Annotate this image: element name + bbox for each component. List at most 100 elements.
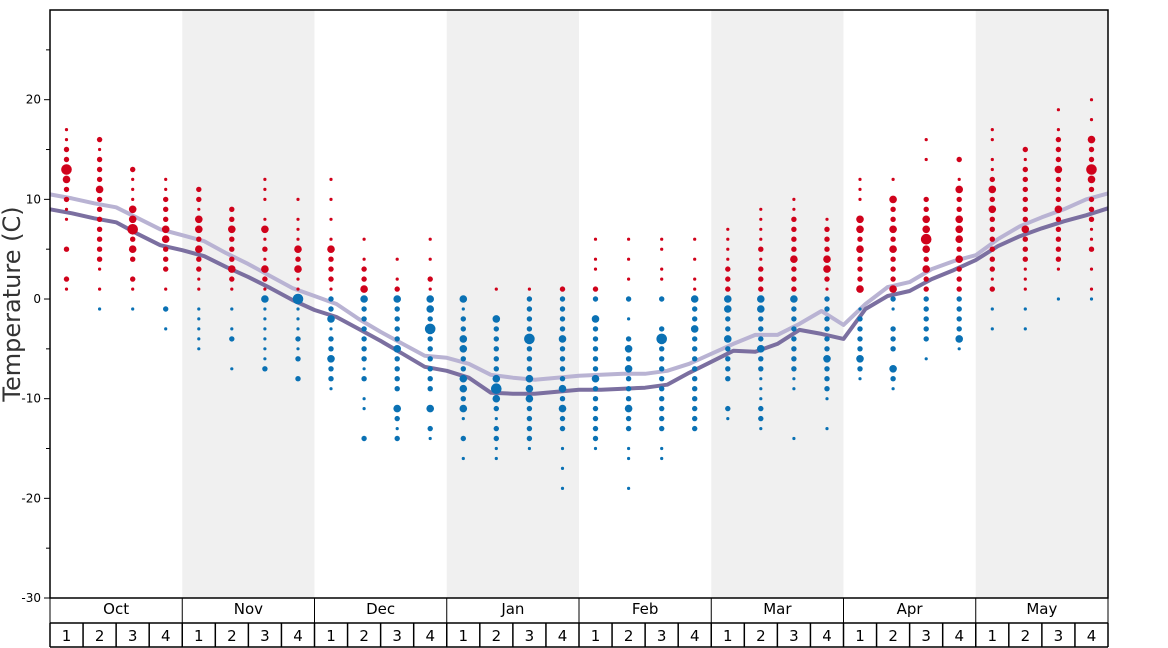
temperature-dot — [791, 236, 797, 242]
temperature-dot — [988, 185, 997, 194]
temperature-dot — [130, 166, 136, 173]
temperature-dot — [955, 335, 963, 343]
temperature-dot — [955, 255, 963, 263]
temperature-dot — [592, 296, 599, 302]
temperature-dot — [460, 396, 466, 402]
temperature-dot — [890, 296, 896, 302]
temperature-dot — [990, 327, 994, 331]
temperature-dot — [163, 206, 169, 212]
temperature-dot — [824, 246, 830, 252]
temperature-dot — [625, 386, 632, 392]
week-label: 2 — [95, 627, 105, 645]
temperature-dot — [825, 287, 829, 291]
month-label: Dec — [366, 600, 395, 618]
y-axis: -30 -20 -10 0 10 20 — [21, 49, 50, 605]
temperature-dot — [526, 405, 533, 412]
temperature-dot — [726, 247, 730, 251]
temperature-dot — [394, 306, 400, 312]
temperature-dot — [361, 346, 367, 352]
week-label: 4 — [1087, 627, 1097, 645]
temperature-dot — [891, 307, 895, 311]
temperature-dot — [394, 316, 400, 322]
temperature-dot — [395, 277, 399, 281]
temperature-dot — [692, 425, 698, 432]
temperature-dot — [558, 384, 567, 393]
temperature-dot — [329, 177, 333, 181]
temperature-dot — [890, 266, 896, 272]
temperature-dot — [494, 417, 498, 421]
temperature-dot — [230, 287, 234, 291]
temperature-dot — [1022, 206, 1028, 212]
temperature-dot — [824, 376, 830, 382]
temperature-dot — [989, 236, 995, 242]
temperature-dot — [329, 197, 333, 201]
temperature-dot — [791, 276, 797, 282]
temperature-dot — [493, 366, 499, 372]
temperature-dot — [525, 384, 534, 393]
temperature-dot — [327, 315, 335, 323]
temperature-dot — [989, 216, 995, 222]
temperature-dot — [394, 435, 400, 442]
temperature-dot — [857, 236, 863, 242]
week-label: 4 — [690, 627, 700, 645]
temperature-dot — [824, 276, 830, 282]
temperature-dot — [361, 266, 367, 272]
temperature-dot — [197, 277, 201, 281]
temperature-dot — [459, 295, 468, 303]
temperature-dot — [824, 306, 830, 312]
temperature-dot — [856, 225, 864, 234]
temperature-dot — [128, 205, 137, 214]
temperature-dots — [61, 98, 1097, 490]
temperature-dot — [660, 446, 664, 451]
temperature-dot — [461, 417, 465, 421]
temperature-dot — [394, 376, 400, 382]
temperature-dot — [62, 175, 71, 184]
temperature-dot — [229, 206, 235, 212]
temperature-dot — [61, 164, 72, 175]
temperature-dot — [791, 316, 797, 322]
week-label: 2 — [227, 627, 237, 645]
temperature-dot — [625, 336, 632, 342]
temperature-dot — [296, 277, 300, 281]
week-label: 1 — [459, 627, 469, 645]
temperature-dot — [329, 237, 333, 241]
temperature-dot — [692, 376, 698, 382]
temperature-dot — [890, 326, 896, 332]
temperature-dot — [230, 367, 234, 371]
temperature-dot — [592, 435, 599, 442]
temperature-dot — [791, 246, 797, 252]
month-band — [182, 10, 315, 598]
temperature-dot — [197, 347, 201, 351]
temperature-dot — [856, 285, 864, 293]
temperature-dot — [558, 404, 567, 413]
month-label: Jan — [500, 600, 524, 618]
temperature-dot — [824, 326, 830, 332]
temperature-dot — [890, 256, 896, 262]
week-label: 4 — [822, 627, 832, 645]
temperature-dot — [692, 356, 698, 362]
week-label: 3 — [921, 627, 931, 645]
temperature-dot — [890, 346, 896, 352]
temperature-dot — [1089, 297, 1094, 301]
temperature-dot — [792, 207, 796, 211]
temperature-dot — [758, 336, 764, 342]
temperature-dot — [96, 136, 103, 143]
week-label: 4 — [293, 627, 303, 645]
temperature-dot — [362, 257, 366, 261]
temperature-dot — [163, 266, 169, 272]
temperature-dot — [955, 235, 963, 243]
temperature-dot — [229, 236, 235, 242]
temperature-dot — [461, 307, 465, 311]
temperature-dot — [791, 226, 797, 232]
line-series-dark — [49, 206, 1109, 396]
temperature-dot — [627, 446, 631, 451]
temperature-dot — [956, 266, 962, 272]
temperature-dot — [692, 396, 698, 402]
temperature-dot — [956, 246, 962, 252]
temperature-dot — [758, 326, 764, 332]
temperature-dot — [592, 425, 599, 432]
temperature-dot — [424, 323, 436, 335]
temperature-dot — [263, 337, 267, 341]
temperature-dot — [693, 257, 697, 261]
temperature-dot — [1088, 206, 1095, 212]
